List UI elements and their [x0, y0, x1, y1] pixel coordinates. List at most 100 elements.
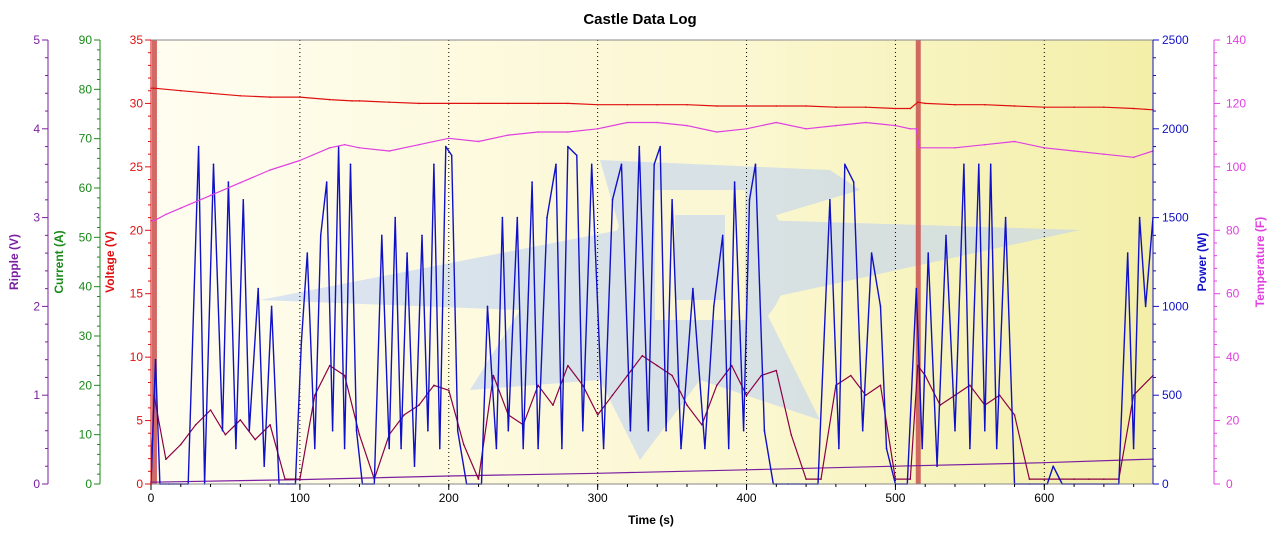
data-point-power [754, 163, 757, 166]
data-point-current [239, 419, 242, 421]
y-tick-label-voltage: 30 [130, 96, 144, 110]
data-point-power [861, 429, 864, 432]
data-point-current [567, 364, 569, 367]
data-point-voltage [477, 102, 480, 105]
y-tick-label-voltage: 15 [130, 287, 144, 301]
data-point-temperature [626, 121, 629, 124]
y-tick-label-voltage: 35 [130, 33, 144, 47]
y-tick-label-current: 40 [79, 280, 93, 294]
data-point-power [713, 305, 715, 308]
data-point-voltage [153, 87, 155, 89]
data-point-power [638, 145, 641, 148]
data-point-power [844, 163, 846, 166]
y-tick-label-temperature: 80 [1226, 223, 1240, 237]
data-point-current [701, 424, 703, 426]
data-point-power [507, 429, 510, 432]
watermark-tower-window [675, 215, 725, 300]
y-axis-title-voltage: Voltage (V) [103, 231, 117, 293]
data-point-temperature [596, 128, 599, 130]
data-point-current [492, 374, 495, 377]
x-tick-label: 0 [148, 491, 155, 505]
y-tick-label-voltage: 25 [130, 160, 144, 174]
data-point-power [1126, 252, 1129, 254]
data-point-temperature [239, 181, 242, 184]
data-point-current [358, 433, 361, 436]
data-point-voltage [1013, 105, 1016, 107]
data-point-voltage [656, 103, 658, 106]
y-tick-label-voltage: 0 [136, 477, 143, 491]
data-point-current [850, 374, 852, 377]
x-tick-label: 100 [290, 491, 310, 505]
data-point-temperature [915, 128, 918, 130]
data-point-voltage [239, 95, 242, 97]
y-tick-label-ripple: 5 [33, 33, 40, 47]
data-point-voltage [1043, 106, 1046, 108]
y-tick-label-current: 30 [79, 329, 93, 343]
data-point-power [763, 429, 766, 432]
data-point-power [721, 234, 724, 237]
data-point-temperature [716, 131, 718, 133]
y-tick-label-ripple: 1 [33, 388, 40, 402]
data-point-voltage [775, 105, 778, 107]
data-point-current [671, 374, 673, 377]
data-point-current [537, 384, 539, 387]
data-point-power [546, 216, 548, 219]
y-tick-label-ripple: 0 [33, 477, 40, 491]
data-point-temperature [328, 147, 331, 149]
data-point-power [242, 199, 245, 201]
data-point-power [727, 447, 730, 450]
data-point-power [576, 154, 578, 157]
data-point-current [909, 478, 912, 480]
data-point-temperature [448, 137, 450, 140]
data-point-power [555, 163, 557, 166]
data-point-temperature [1132, 156, 1135, 159]
data-point-current [596, 414, 599, 416]
data-point-power [927, 252, 929, 254]
data-point-current [864, 394, 867, 397]
data-point-temperature [165, 213, 167, 216]
data-point-current [1088, 478, 1090, 480]
data-point-voltage [984, 103, 986, 106]
data-point-temperature [835, 124, 837, 127]
y-tick-label-current: 10 [79, 428, 93, 442]
y-tick-label-current: 20 [79, 378, 93, 392]
data-point-current [194, 424, 197, 426]
data-point-power [989, 163, 992, 166]
data-point-temperature [567, 131, 569, 133]
data-point-current [1043, 478, 1046, 480]
data-point-voltage [1073, 106, 1075, 108]
data-point-current [328, 364, 331, 367]
data-point-power [349, 163, 352, 166]
data-point-voltage [626, 103, 629, 106]
data-point-temperature [1073, 150, 1075, 152]
data-point-power [495, 447, 498, 450]
data-point-power [969, 447, 971, 450]
data-point-power [248, 429, 251, 432]
y-tick-label-ripple: 2 [33, 299, 40, 313]
data-point-power [870, 252, 873, 254]
y-tick-label-current: 60 [79, 181, 93, 195]
y-axis-current: 0 10 20 30 40 50 60 70 80 90 Current (A) [52, 33, 101, 491]
data-point-current [716, 384, 718, 387]
data-point-power [381, 234, 383, 237]
data-point-power [450, 154, 453, 157]
y-tick-label-temperature: 120 [1226, 96, 1246, 110]
data-point-voltage [596, 103, 599, 106]
data-point-power [314, 447, 316, 450]
data-point-current [448, 389, 450, 392]
y-tick-label-voltage: 10 [130, 350, 144, 364]
data-point-voltage [1132, 107, 1135, 110]
data-point-power [659, 145, 661, 148]
data-point-current [224, 433, 227, 436]
data-point-voltage [894, 107, 897, 110]
data-point-power [590, 163, 593, 166]
data-point-power [325, 181, 328, 183]
data-point-current [775, 369, 778, 372]
data-point-temperature [745, 128, 748, 130]
data-point-temperature [918, 147, 920, 149]
data-point-power [680, 447, 682, 450]
data-point-temperature [269, 169, 271, 171]
data-point-voltage [745, 105, 748, 107]
data-point-current [790, 433, 792, 436]
